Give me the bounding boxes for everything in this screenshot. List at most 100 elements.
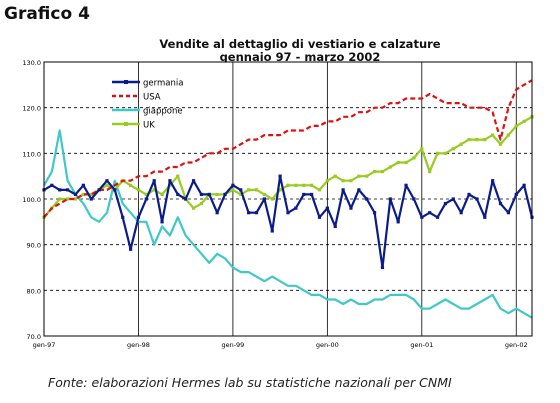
point-germania (58, 188, 62, 192)
point-germania (443, 201, 448, 206)
point-uk (506, 133, 510, 137)
point-uk (396, 160, 400, 165)
point-uk (372, 170, 377, 174)
point-germania (89, 197, 93, 201)
point-uk (231, 188, 235, 192)
point-germania (113, 188, 117, 192)
point-germania (270, 229, 274, 233)
point-germania (231, 183, 235, 187)
legend-marker-germania (124, 80, 128, 84)
point-uk (443, 151, 448, 155)
point-germania (349, 206, 353, 210)
point-uk (128, 183, 133, 187)
point-germania (514, 192, 518, 197)
point-uk (81, 192, 85, 197)
point-germania (207, 192, 211, 197)
point-germania (372, 211, 377, 215)
legend-label-germania: germania (143, 79, 183, 89)
point-germania (294, 206, 298, 210)
point-germania (420, 215, 424, 219)
page-heading: Grafico 4 (4, 4, 90, 24)
point-germania (396, 220, 400, 224)
legend-label-uk: UK (143, 121, 155, 131)
point-uk (270, 197, 274, 201)
point-uk (58, 197, 62, 201)
point-uk (357, 174, 361, 178)
y-axis: 70.0 80.0 90.0 100.0 110.0 120.0 130.0 (22, 59, 41, 341)
point-uk (420, 147, 424, 151)
point-uk (317, 188, 322, 192)
point-uk (144, 192, 148, 197)
point-uk (435, 151, 440, 155)
point-germania (317, 215, 322, 219)
point-germania (168, 179, 172, 183)
point-germania (81, 183, 85, 187)
point-germania (302, 192, 306, 197)
point-uk (412, 156, 416, 160)
legend-label-giappone: giappone (143, 107, 183, 117)
point-germania (152, 179, 156, 183)
point-uk (254, 188, 259, 192)
x-tick-label: gen-01 (410, 341, 433, 349)
point-uk (388, 165, 392, 169)
y-tick-label: 90.0 (27, 242, 41, 250)
legend-label-usa: USA (143, 93, 161, 103)
point-germania (223, 192, 227, 197)
point-germania (498, 201, 503, 206)
point-germania (412, 197, 416, 201)
point-uk (514, 124, 518, 128)
point-uk (498, 142, 503, 146)
point-uk (215, 192, 219, 197)
point-germania (459, 211, 463, 215)
y-tick-label: 120.0 (22, 105, 41, 113)
x-tick-label: gen-99 (221, 341, 244, 349)
point-uk (341, 179, 345, 183)
point-germania (50, 183, 54, 187)
point-germania (428, 211, 432, 215)
point-germania (341, 188, 345, 192)
point-uk (349, 179, 353, 183)
point-uk (73, 197, 78, 201)
point-uk (191, 206, 196, 210)
point-germania (254, 211, 259, 215)
point-uk (199, 201, 204, 206)
y-tick-label: 110.0 (22, 150, 41, 158)
point-germania (73, 192, 78, 197)
point-germania (522, 183, 526, 187)
point-germania (467, 192, 471, 197)
point-germania (191, 179, 196, 183)
point-germania (121, 215, 125, 219)
point-germania (435, 215, 440, 219)
point-uk (467, 138, 471, 142)
point-germania (491, 179, 495, 183)
series-line-giappone (43, 129, 533, 319)
series-lines (42, 79, 534, 319)
point-germania (160, 220, 164, 224)
point-germania (388, 197, 392, 201)
x-tick-label: gen-98 (127, 341, 150, 349)
point-uk (428, 170, 432, 174)
point-germania (247, 211, 251, 215)
point-uk (310, 183, 314, 187)
point-uk (136, 188, 141, 192)
point-germania (451, 197, 455, 201)
point-germania (105, 179, 109, 183)
point-germania (136, 215, 141, 219)
y-tick-label: 130.0 (22, 59, 41, 67)
chart-subtitle: gennaio 97 - marzo 2002 (219, 50, 381, 64)
x-tick-label: gen-02 (505, 341, 528, 349)
series-line-usa (43, 79, 533, 219)
point-germania (144, 197, 148, 201)
point-germania (365, 197, 369, 201)
point-uk (451, 147, 455, 151)
point-uk (302, 183, 306, 187)
source-note: Fonte: elaborazioni Hermes lab su statis… (48, 375, 452, 390)
y-tick-label: 70.0 (27, 333, 41, 341)
point-uk (475, 138, 479, 142)
point-germania (184, 197, 188, 201)
y-tick-label: 100.0 (22, 196, 41, 204)
point-uk (365, 174, 369, 178)
point-germania (97, 188, 101, 192)
point-uk (294, 183, 298, 187)
point-uk (152, 188, 156, 192)
